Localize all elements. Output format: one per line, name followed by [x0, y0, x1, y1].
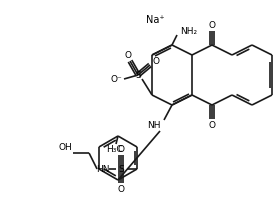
- Text: S: S: [118, 164, 124, 174]
- Text: H₃C: H₃C: [106, 146, 122, 154]
- Text: NH₂: NH₂: [180, 27, 197, 35]
- Text: O: O: [153, 57, 159, 65]
- Text: O⁻: O⁻: [110, 74, 122, 84]
- Text: HN: HN: [96, 164, 110, 174]
- Text: OH: OH: [58, 142, 72, 151]
- Text: NH: NH: [147, 121, 161, 129]
- Text: O: O: [208, 121, 216, 129]
- Text: O: O: [125, 50, 131, 59]
- Text: S: S: [135, 71, 141, 80]
- Text: O: O: [117, 185, 125, 193]
- Text: O: O: [117, 145, 125, 153]
- Text: Na⁺: Na⁺: [146, 15, 164, 25]
- Text: O: O: [208, 20, 216, 30]
